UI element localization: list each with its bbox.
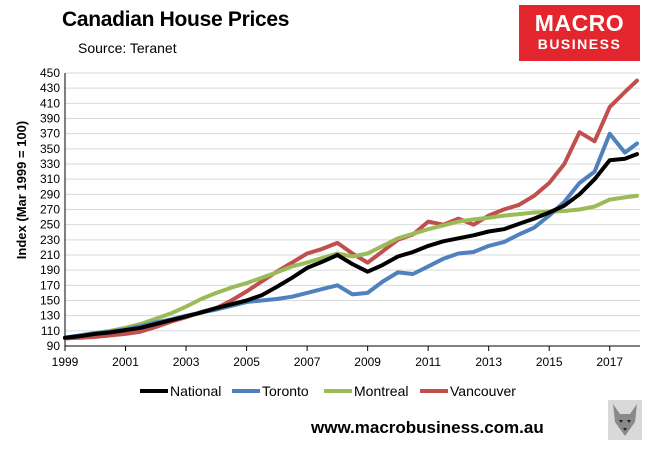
x-tick-label-2003: 2003 bbox=[173, 355, 200, 369]
legend-item-vancouver: Vancouver bbox=[420, 383, 516, 399]
wolf-icon bbox=[608, 400, 642, 440]
y-tick-label-110: 110 bbox=[41, 324, 60, 338]
legend-item-montreal: Montreal bbox=[324, 383, 408, 399]
x-tick-label-2011: 2011 bbox=[415, 355, 441, 369]
legend-item-national: National bbox=[140, 383, 221, 399]
legend-swatch-vancouver bbox=[420, 389, 448, 393]
y-tick-label-130: 130 bbox=[40, 309, 60, 323]
legend: National Toronto Montreal Vancouver bbox=[140, 383, 580, 403]
y-tick-label-370: 370 bbox=[40, 127, 60, 141]
legend-swatch-toronto bbox=[232, 389, 260, 393]
logo-line-2: BUSINESS bbox=[537, 36, 622, 52]
macrobusiness-logo: MACRO BUSINESS bbox=[519, 5, 640, 61]
y-tick-label-450: 450 bbox=[40, 66, 60, 80]
series-line-montreal bbox=[63, 193, 639, 340]
chart-title: Canadian House Prices bbox=[62, 8, 290, 31]
x-tick-label-2013: 2013 bbox=[475, 355, 502, 369]
legend-label-national: National bbox=[170, 383, 222, 399]
series-line-vancouver bbox=[63, 78, 639, 341]
y-tick-label-150: 150 bbox=[40, 294, 60, 308]
y-tick-label-350: 350 bbox=[40, 142, 60, 156]
y-tick-label-430: 430 bbox=[40, 81, 60, 95]
chart-source: Source: Teranet bbox=[78, 40, 177, 56]
x-tick-label-1999: 1999 bbox=[52, 355, 79, 369]
y-tick-label-210: 210 bbox=[40, 248, 60, 262]
y-tick-label-310: 310 bbox=[40, 172, 60, 186]
logo-line-1: MACRO bbox=[534, 10, 625, 36]
x-tick-label-2005: 2005 bbox=[233, 355, 260, 369]
x-tick-label-2009: 2009 bbox=[354, 355, 381, 369]
y-tick-label-410: 410 bbox=[40, 96, 60, 110]
y-tick-label-190: 190 bbox=[40, 263, 60, 277]
y-tick-label-230: 230 bbox=[40, 233, 60, 247]
y-tick-label-270: 270 bbox=[40, 203, 60, 217]
y-tick-label-390: 390 bbox=[40, 112, 60, 126]
legend-swatch-national bbox=[140, 389, 168, 393]
legend-swatch-montreal bbox=[324, 389, 352, 393]
series-line-national bbox=[63, 152, 639, 340]
x-tick-label-2007: 2007 bbox=[294, 355, 321, 369]
y-tick-label-330: 330 bbox=[40, 157, 60, 171]
legend-label-vancouver: Vancouver bbox=[450, 383, 516, 399]
x-tick-label-2015: 2015 bbox=[536, 355, 563, 369]
y-tick-label-290: 290 bbox=[40, 187, 60, 201]
x-tick-label-2017: 2017 bbox=[596, 355, 623, 369]
footer-url[interactable]: www.macrobusiness.com.au bbox=[311, 418, 544, 437]
legend-label-montreal: Montreal bbox=[354, 383, 409, 399]
x-tick-label-2001: 2001 bbox=[112, 355, 139, 369]
legend-item-toronto: Toronto bbox=[232, 383, 309, 399]
y-tick-label-250: 250 bbox=[40, 218, 60, 232]
y-tick-label-170: 170 bbox=[40, 278, 60, 292]
legend-label-toronto: Toronto bbox=[262, 383, 309, 399]
y-tick-label-90: 90 bbox=[47, 339, 61, 353]
